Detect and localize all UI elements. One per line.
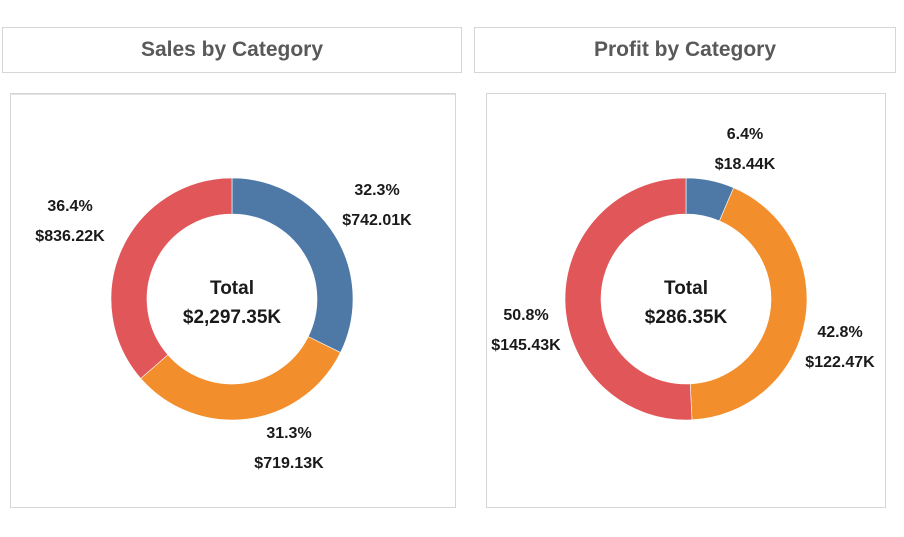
profit-chart-title-box: Profit by Category xyxy=(474,27,896,73)
profit-chart-title: Profit by Category xyxy=(593,38,777,61)
sales-chart-title: Sales by Category xyxy=(140,38,324,61)
profit-slice-2-percent-label: 50.8% xyxy=(503,307,548,324)
sales-chart-panel xyxy=(10,93,456,508)
sales-slice-2-percent-label: 36.4% xyxy=(47,198,92,215)
sales-slice-0-value-label: $742.01K xyxy=(342,212,412,229)
sales-slice-2 xyxy=(110,177,233,379)
sales-center-value: $2,297.35K xyxy=(183,307,282,328)
profit-slice-1-value-label: $122.47K xyxy=(805,354,875,371)
profit-slice-1-percent-label: 42.8% xyxy=(817,324,862,341)
profit-slice-0-percent-label: 6.4% xyxy=(727,126,763,143)
profit-slice-2-value-label: $145.43K xyxy=(491,337,561,354)
sales-slice-1-percent-label: 31.3% xyxy=(266,425,311,442)
profit-chart-panel xyxy=(486,93,886,508)
profit-center-value: $286.35K xyxy=(645,307,728,328)
sales-slice-2-value-label: $836.22K xyxy=(35,228,105,245)
profit-slice-0-value-label: $18.44K xyxy=(715,156,776,173)
sales-center-label: Total xyxy=(210,278,254,299)
profit-slice-1 xyxy=(689,187,808,421)
profit-center-label: Total xyxy=(664,278,708,299)
profit-slice-2 xyxy=(564,177,693,421)
sales-chart-title-box: Sales by Category xyxy=(2,27,462,73)
sales-slice-0-percent-label: 32.3% xyxy=(354,182,399,199)
sales-slice-1 xyxy=(140,336,341,421)
sales-slice-1-value-label: $719.13K xyxy=(254,455,324,472)
